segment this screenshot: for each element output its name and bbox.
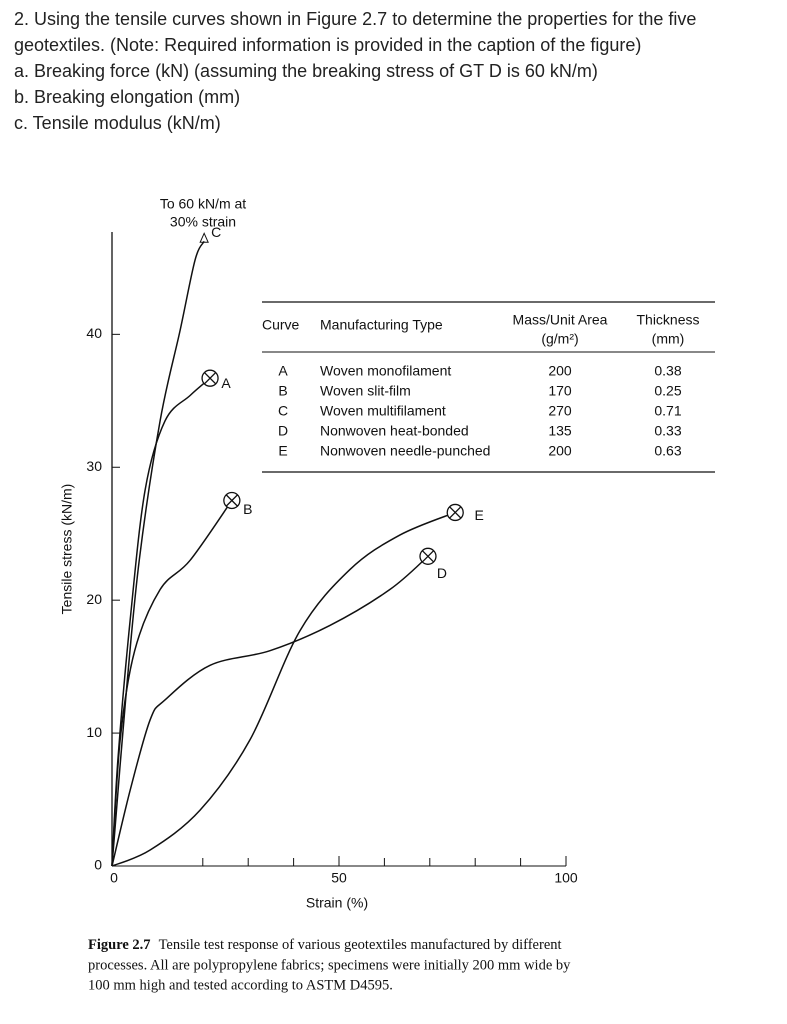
table-cell: 170 bbox=[548, 383, 572, 399]
table-cell: 200 bbox=[548, 443, 572, 459]
curve bbox=[111, 511, 456, 867]
x-tick-label: 50 bbox=[331, 870, 347, 886]
question-stem: geotextiles. (Note: Required information… bbox=[14, 35, 641, 55]
table-cell: 0.38 bbox=[654, 363, 681, 379]
table-header: (g/m²) bbox=[541, 331, 578, 347]
break-cross bbox=[449, 506, 462, 519]
table-cell: D bbox=[278, 423, 288, 439]
y-tick-label: 10 bbox=[86, 724, 102, 740]
question-stem: 2. Using the tensile curves shown in Fig… bbox=[14, 9, 696, 29]
table-header: (mm) bbox=[652, 331, 685, 347]
table-cell: Nonwoven needle-punched bbox=[320, 443, 490, 459]
curve-label: E bbox=[475, 507, 484, 523]
table-cell: Woven monofilament bbox=[320, 363, 451, 379]
table-cell: B bbox=[278, 383, 287, 399]
curve bbox=[111, 555, 429, 867]
arrow-head bbox=[199, 232, 209, 243]
curve bbox=[111, 377, 211, 867]
table-cell: 270 bbox=[548, 403, 572, 419]
table-cell: Woven multifilament bbox=[320, 403, 446, 419]
y-tick-label: 20 bbox=[86, 591, 102, 607]
caption-label: Figure 2.7 bbox=[88, 937, 151, 953]
curve-label: A bbox=[221, 375, 231, 391]
table-cell: 0.25 bbox=[654, 383, 681, 399]
question-item: b. Breaking elongation (mm) bbox=[14, 87, 240, 107]
caption-text: Tensile test response of various geotext… bbox=[159, 937, 562, 953]
curve bbox=[111, 500, 233, 867]
curve-label: D bbox=[437, 565, 447, 581]
curve-label: B bbox=[243, 501, 252, 517]
table-cell: 135 bbox=[548, 423, 572, 439]
curve bbox=[111, 240, 205, 867]
annotation: To 60 kN/m at bbox=[160, 196, 246, 212]
break-marker bbox=[419, 547, 437, 565]
curve-label: C bbox=[211, 224, 221, 240]
question-item: a. Breaking force (kN) (assuming the bre… bbox=[14, 61, 598, 81]
y-axis-label: Tensile stress (kN/m) bbox=[59, 484, 75, 615]
annotation: 30% strain bbox=[170, 214, 236, 230]
table-header: Thickness bbox=[636, 312, 699, 328]
table-cell: 0.71 bbox=[654, 403, 681, 419]
break-cross bbox=[422, 550, 434, 563]
table-header: Mass/Unit Area bbox=[513, 312, 608, 328]
table-cell: Woven slit-film bbox=[320, 383, 411, 399]
y-tick-label: 0 bbox=[94, 857, 102, 873]
caption-text: processes. All are polypropylene fabrics… bbox=[88, 957, 571, 973]
table-header: Manufacturing Type bbox=[320, 317, 443, 333]
x-axis-label: Strain (%) bbox=[306, 895, 368, 911]
break-marker bbox=[201, 369, 219, 387]
table-cell: 0.63 bbox=[654, 443, 681, 459]
break-cross bbox=[225, 494, 238, 507]
y-tick-label: 30 bbox=[86, 458, 102, 474]
table-cell: C bbox=[278, 403, 288, 419]
x-tick-label: 100 bbox=[554, 870, 578, 886]
table-cell: E bbox=[278, 443, 287, 459]
break-marker bbox=[223, 491, 241, 510]
table-cell: 0.33 bbox=[654, 423, 681, 439]
table-cell: Nonwoven heat-bonded bbox=[320, 423, 469, 439]
break-marker bbox=[446, 503, 464, 522]
table-header: Curve bbox=[262, 317, 300, 333]
caption-text: 100 mm high and tested according to ASTM… bbox=[88, 977, 393, 993]
break-cross bbox=[204, 372, 217, 385]
x-tick-label: 0 bbox=[110, 870, 118, 886]
y-tick-label: 40 bbox=[86, 325, 102, 341]
table-cell: A bbox=[278, 363, 288, 379]
caption: Figure 2.7 Tensile test response of vario… bbox=[88, 937, 562, 953]
table-cell: 200 bbox=[548, 363, 572, 379]
question-item: c. Tensile modulus (kN/m) bbox=[14, 113, 221, 133]
